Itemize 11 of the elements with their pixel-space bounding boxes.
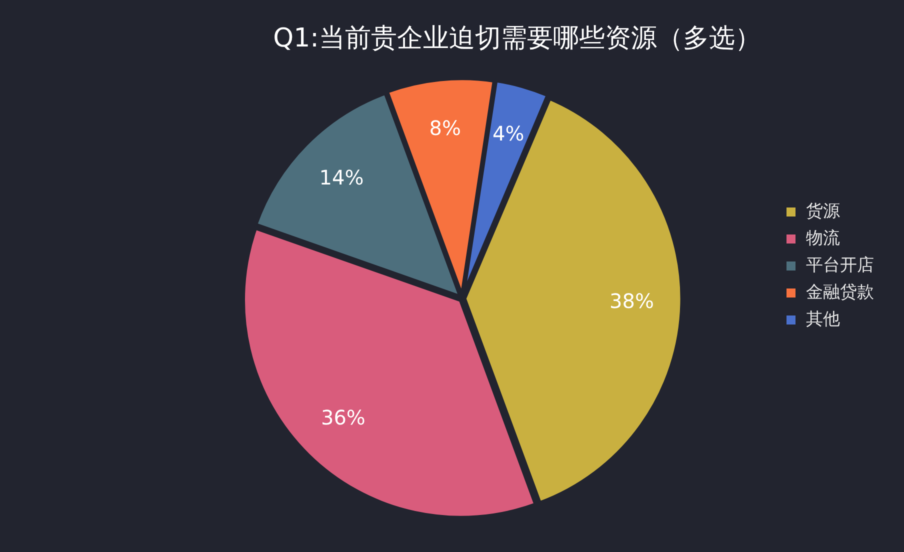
legend-label: 其他: [806, 309, 840, 330]
data-label: 14%: [319, 166, 364, 190]
data-label: 38%: [610, 288, 654, 313]
legend-label: 货源: [806, 201, 840, 222]
chart-title: Q1:当前贵企业迫切需要哪些资源（多选）: [273, 23, 761, 54]
legend-label: 金融贷款: [806, 282, 874, 302]
legend-label: 物流: [806, 228, 840, 248]
legend-label: 平台开店: [806, 255, 874, 276]
data-label: 8%: [429, 116, 461, 140]
data-label: 4%: [492, 122, 524, 146]
data-label: 36%: [320, 406, 366, 430]
